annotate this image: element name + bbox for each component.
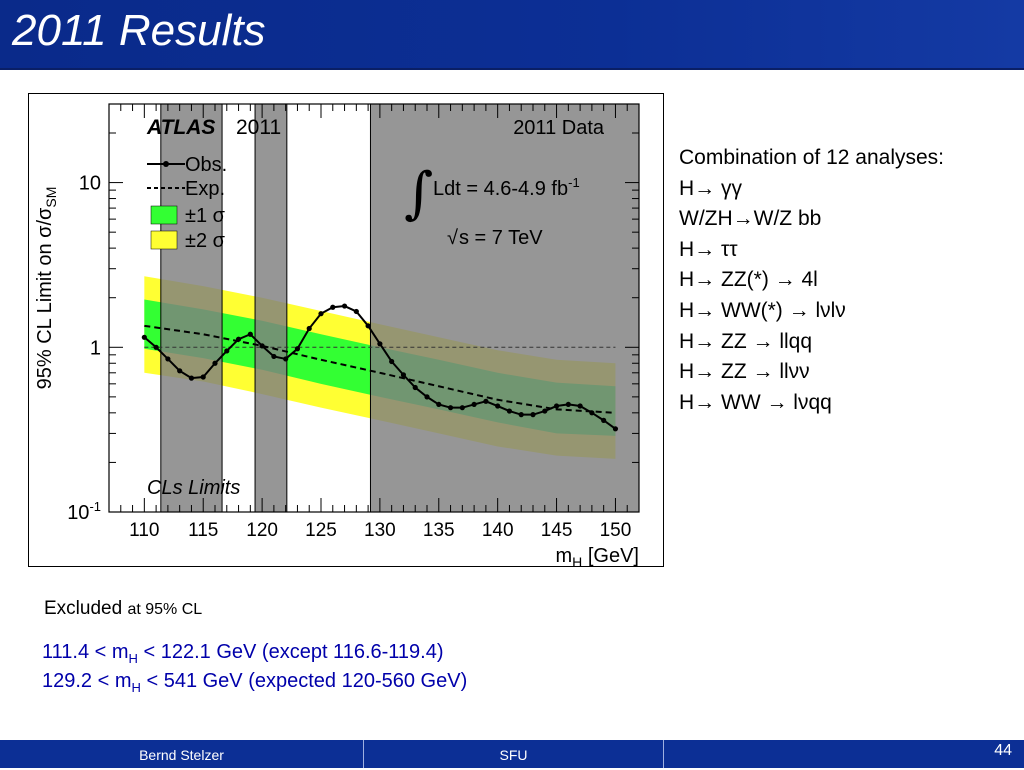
plot-frame bbox=[108, 103, 640, 513]
analysis-item: H→ ZZ(*) → 4l bbox=[679, 268, 818, 292]
observed-point bbox=[553, 403, 560, 409]
x-tick-label: 130 bbox=[364, 520, 396, 541]
analysis-item: H→ γγ bbox=[679, 176, 742, 200]
expected-limit-line bbox=[144, 324, 616, 414]
observed-point bbox=[459, 405, 465, 411]
observed-point bbox=[447, 405, 454, 411]
analysis-item: H→ ττ bbox=[679, 237, 738, 261]
observed-point bbox=[377, 341, 383, 347]
method-label: CLs Limits bbox=[147, 477, 240, 499]
legend-obs-marker bbox=[163, 161, 169, 167]
analyses-heading: Combination of 12 analyses: bbox=[679, 146, 944, 169]
observed-point bbox=[177, 368, 183, 374]
analysis-item: H→ WW → lνqq bbox=[679, 390, 832, 414]
observed-point bbox=[577, 403, 583, 409]
observed-point bbox=[436, 401, 442, 408]
slide-title: 2011 Results bbox=[12, 6, 266, 55]
observed-point bbox=[188, 375, 195, 381]
footer-bar: Bernd Stelzer SFU 44 bbox=[0, 740, 1024, 768]
x-tick-label: 115 bbox=[188, 520, 218, 541]
title-bar: 2011 Results bbox=[0, 0, 1024, 70]
observed-point bbox=[589, 410, 595, 416]
footer-author: Bernd Stelzer bbox=[0, 740, 364, 768]
excluded-range-1: 111.4 < mH < 122.1 GeV (except 116.6-119… bbox=[42, 641, 444, 666]
legend-label-band2: ±2 σ bbox=[185, 230, 226, 252]
observed-point bbox=[318, 311, 324, 317]
x-tick-label: 120 bbox=[246, 520, 278, 541]
integral-symbol: ∫ bbox=[404, 161, 433, 226]
legend-label-obs: Obs. bbox=[185, 154, 227, 176]
observed-point bbox=[518, 412, 524, 418]
legend-band1-swatch bbox=[150, 205, 178, 225]
y-tick-label: 10-1 bbox=[67, 499, 101, 524]
excluded-heading: Excluded at 95% CL bbox=[44, 598, 202, 620]
observed-point bbox=[271, 353, 277, 360]
observed-point bbox=[495, 403, 501, 409]
observed-point bbox=[483, 398, 489, 404]
x-tick-label: 150 bbox=[600, 520, 632, 541]
excluded-region bbox=[369, 103, 640, 513]
observed-point bbox=[353, 308, 359, 315]
observed-point bbox=[601, 417, 607, 423]
page-number: 44 bbox=[994, 742, 1012, 759]
observed-point bbox=[235, 336, 242, 342]
observed-point bbox=[330, 304, 336, 310]
y-tick-label: 10 bbox=[79, 173, 101, 195]
observed-point bbox=[412, 384, 418, 391]
observed-point bbox=[542, 408, 548, 414]
observed-point bbox=[400, 372, 407, 378]
experiment-label: ATLAS bbox=[146, 116, 215, 139]
excluded-region bbox=[254, 103, 288, 513]
data-label: 2011 Data bbox=[513, 117, 605, 139]
excluded-range-2: 129.2 < mH < 541 GeV (expected 120-560 G… bbox=[42, 670, 468, 695]
year-label: 2011 bbox=[236, 116, 281, 139]
observed-point bbox=[341, 303, 348, 309]
observed-point bbox=[389, 358, 395, 365]
analysis-item: H→ WW(*) → lνlν bbox=[679, 298, 846, 322]
y-tick-label: 1 bbox=[90, 337, 101, 359]
observed-point bbox=[165, 356, 171, 362]
analysis-item: H→ ZZ → llqq bbox=[679, 329, 813, 353]
x-tick-label: 145 bbox=[541, 520, 573, 541]
legend-label-band1: ±1 σ bbox=[185, 205, 226, 227]
analysis-item: W/ZH→W/Z bb bbox=[679, 207, 822, 231]
observed-point bbox=[506, 408, 513, 414]
x-tick-label: 125 bbox=[305, 520, 337, 541]
observed-point bbox=[247, 331, 253, 337]
excluded-label: Excluded bbox=[44, 598, 123, 619]
observed-point bbox=[530, 412, 536, 418]
luminosity-label: Ldt = 4.6-4.9 fb-1 bbox=[433, 175, 580, 200]
x-tick-label: 135 bbox=[423, 520, 455, 541]
observed-point bbox=[424, 394, 430, 400]
legend-label-exp: Exp. bbox=[185, 178, 225, 200]
y-axis-label: 95% CL Limit on σ/σSM bbox=[34, 187, 59, 390]
observed-point bbox=[471, 401, 477, 408]
x-axis-label: mH [GeV] bbox=[556, 545, 640, 566]
excluded-region bbox=[160, 103, 223, 513]
x-tick-label: 110 bbox=[129, 520, 159, 541]
observed-point bbox=[212, 360, 218, 366]
energy-label: s = 7 TeV bbox=[459, 227, 543, 249]
chart-frame: 110 115 120 125 130 135 140 145 150 10-1 1 10 mH [Ge… bbox=[28, 93, 664, 567]
observed-point bbox=[200, 374, 206, 380]
observed-point bbox=[294, 346, 301, 352]
observed-point bbox=[153, 344, 159, 350]
observed-point bbox=[283, 356, 289, 362]
x-tick-label: 140 bbox=[482, 520, 514, 541]
analyses-list: Combination of 12 analyses: H→ γγ W/ZH→W… bbox=[679, 143, 944, 418]
observed-point bbox=[612, 426, 619, 432]
observed-point bbox=[306, 325, 312, 332]
analysis-item: H→ ZZ → llνν bbox=[679, 360, 810, 384]
observed-point bbox=[259, 343, 265, 349]
observed-point bbox=[224, 348, 230, 354]
observed-point bbox=[565, 401, 571, 408]
observed-point bbox=[365, 323, 371, 329]
observed-point bbox=[141, 334, 147, 340]
excluded-cl: at 95% CL bbox=[127, 601, 203, 618]
legend-band2-swatch bbox=[150, 230, 178, 250]
footer-institute: SFU bbox=[364, 740, 664, 768]
sqrt-symbol: √ bbox=[447, 227, 458, 249]
